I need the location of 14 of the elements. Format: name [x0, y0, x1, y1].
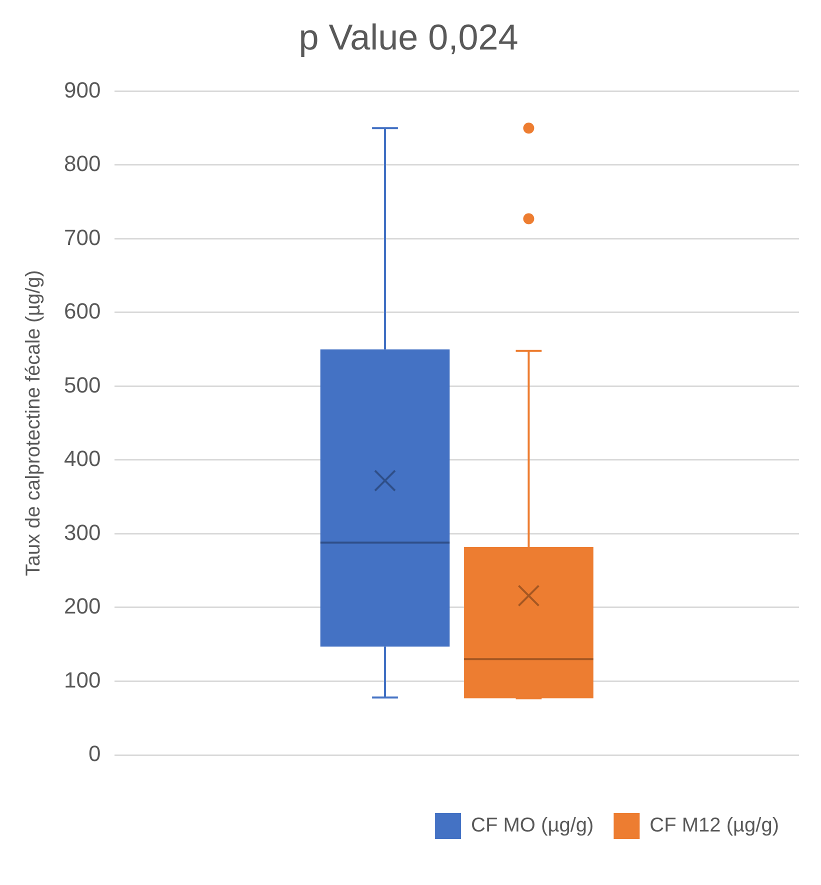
y-tick-label: 200 [64, 594, 101, 619]
y-tick-label: 500 [64, 372, 101, 398]
y-tick-label: 600 [64, 298, 101, 324]
y-tick-label: 400 [64, 446, 101, 472]
chart-title: p Value 0,024 [298, 16, 518, 58]
y-tick-label: 700 [64, 224, 101, 250]
legend-label: CF M12 (µg/g) [650, 814, 779, 837]
y-tick-label: 900 [64, 77, 101, 102]
y-tick-label: 100 [64, 667, 101, 692]
y-axis-title: Taux de calprotectine fécale (µg/g) [22, 270, 45, 576]
y-tick-label: 0 [88, 741, 101, 766]
y-tick-label: 800 [64, 151, 101, 176]
legend-label: CF MO (µg/g) [471, 814, 594, 837]
y-tick-label: 300 [64, 520, 101, 545]
